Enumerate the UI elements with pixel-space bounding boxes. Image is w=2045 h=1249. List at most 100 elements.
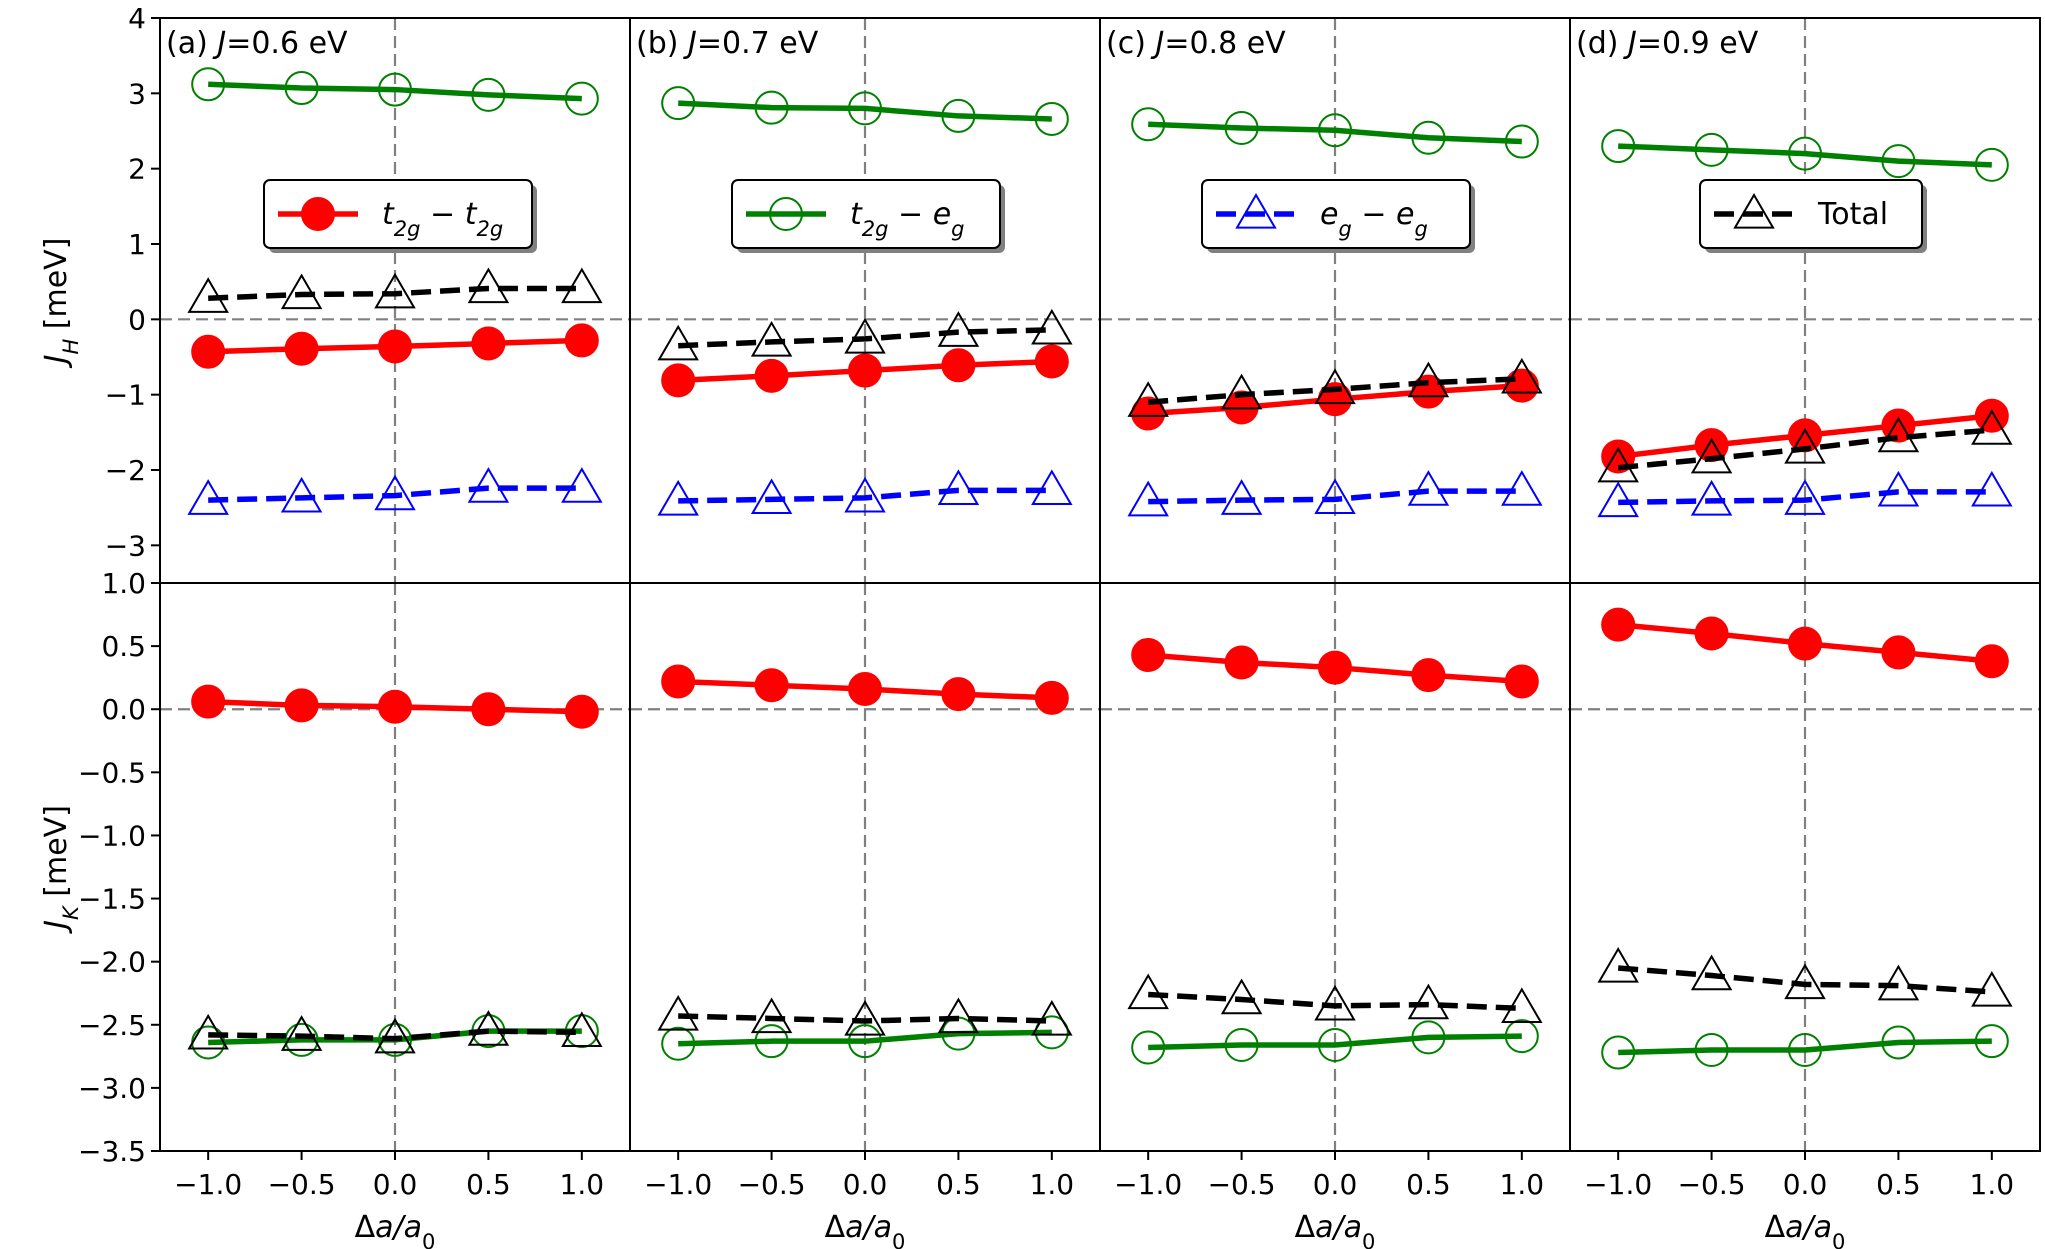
point-t2g-t2g [1504, 664, 1539, 699]
point-t2g-eg [1694, 1033, 1729, 1068]
legend-marker [769, 197, 803, 231]
point-Total [844, 1000, 886, 1036]
x-tick-label: −1.0 [1114, 1168, 1182, 1201]
x-tick-label: 1.0 [1500, 1168, 1545, 1201]
point-t2g-eg [1504, 1019, 1539, 1054]
point-t2g-t2g [378, 689, 412, 724]
series-line-t2g-eg [1148, 1033, 1522, 1051]
point-Total [1314, 984, 1356, 1021]
point-t2g-eg [1881, 1025, 1916, 1060]
point-eg-eg [1501, 470, 1543, 506]
point-eg-eg [1407, 470, 1450, 506]
y-tick-label: 0.0 [101, 693, 146, 726]
point-Total [1501, 987, 1543, 1024]
point-t2g-eg [1318, 113, 1352, 148]
point-t2g-t2g [1694, 616, 1729, 651]
x-tick-label: −1.0 [644, 1168, 712, 1201]
y-tick-label: −3.5 [78, 1135, 146, 1168]
legend-marker [1733, 193, 1775, 229]
panel-1-JH: (b) J=0.7 eV [629, 17, 1101, 584]
point-t2g-t2g [191, 684, 226, 719]
point-Total [1877, 964, 1920, 1001]
point-t2g-t2g [1974, 398, 2009, 433]
point-t2g-t2g [848, 672, 882, 707]
point-Total [187, 277, 229, 313]
y-tick-label: 1.0 [101, 567, 146, 600]
y-axis-label: JH [meV] [39, 238, 83, 369]
y-tick-label: −2 [105, 454, 146, 487]
point-Total [1971, 970, 2013, 1007]
point-t2g-t2g [471, 326, 506, 361]
x-tick-label: −0.5 [738, 1168, 806, 1201]
point-t2g-t2g [564, 323, 599, 358]
row-JK: −3.5 −3.0 −2.5 −2.0 −1.5 −1.0 −0.5 0.0 0.5 1.0 JK … [39, 567, 2041, 1249]
x-tick-label: 0.0 [1313, 1168, 1358, 1201]
point-Total [280, 1015, 323, 1051]
legend-box [731, 179, 1001, 249]
series-line-eg-eg [1148, 488, 1522, 505]
point-eg-eg [1031, 469, 1073, 506]
point-t2g-eg [941, 98, 976, 133]
point-Total [1031, 308, 1073, 345]
point-t2g-eg [1974, 1024, 2009, 1059]
point-Total [657, 994, 699, 1031]
point-Total [657, 324, 699, 361]
point-eg-eg [187, 479, 229, 515]
point-t2g-t2g [1504, 368, 1539, 403]
point-t2g-eg [1694, 132, 1729, 167]
point-t2g-t2g [848, 353, 882, 388]
point-eg-eg [844, 476, 886, 513]
point-Total [1784, 963, 1826, 1000]
panel-3-JK: −1.0 −0.5 0.0 0.5 1.0 Δa/a0 [1569, 582, 2041, 1249]
panel-0-JH: (a) J=0.6 eV [159, 17, 631, 584]
x-tick-label: −0.5 [268, 1168, 336, 1201]
point-t2g-eg [1974, 147, 2009, 182]
point-t2g-t2g [564, 694, 599, 729]
y-tick-label: 1 [128, 228, 146, 261]
point-Total [280, 273, 323, 310]
point-Total [1220, 373, 1263, 410]
point-eg-eg [1784, 479, 1826, 515]
point-Total [1784, 427, 1826, 464]
x-tick-label: 0.5 [1406, 1168, 1451, 1201]
point-t2g-t2g [284, 331, 319, 366]
x-axis-label: Δa/a0 [355, 1210, 436, 1249]
legend-box [1201, 179, 1471, 249]
x-axis-label: Δa/a0 [1765, 1210, 1846, 1249]
point-eg-eg [280, 476, 323, 513]
point-Total [561, 1011, 603, 1048]
x-tick-label: −1.0 [1584, 1168, 1652, 1201]
series-line-eg-eg [208, 485, 582, 503]
point-t2g-eg [284, 71, 319, 106]
point-t2g-t2g [754, 358, 789, 393]
point-t2g-eg [1034, 101, 1069, 136]
y-tick-label: 0 [128, 303, 146, 336]
point-t2g-eg [1224, 1027, 1259, 1062]
point-t2g-eg [754, 90, 789, 125]
legend-label: eg − eg [1320, 197, 1428, 241]
point-eg-eg [1690, 479, 1733, 516]
y-tick-label: −1 [105, 379, 146, 412]
point-t2g-eg [378, 72, 412, 107]
panel-2-JK: −1.0 −0.5 0.0 0.5 1.0 Δa/a0 [1099, 582, 1571, 1249]
y-tick-label: −1.0 [78, 819, 146, 852]
series-line-Total [208, 285, 582, 301]
point-t2g-eg [564, 81, 599, 116]
point-Total [1314, 368, 1356, 405]
point-t2g-t2g [1411, 658, 1446, 693]
point-Total [467, 267, 510, 304]
y-tick-label: −1.5 [78, 883, 146, 916]
panel-label: (b) J=0.7 eV [636, 26, 819, 61]
point-Total [467, 1010, 510, 1046]
point-Total [937, 311, 980, 347]
x-tick-label: 1.0 [560, 1168, 605, 1201]
point-Total [844, 317, 886, 354]
point-Total [1407, 361, 1450, 398]
point-Total [1971, 409, 2013, 445]
point-t2g-t2g [661, 664, 696, 699]
series-line-eg-eg [678, 487, 1052, 504]
x-axis-label: Δa/a0 [1295, 1210, 1376, 1249]
point-Total [1877, 416, 1920, 453]
point-eg-eg [467, 467, 510, 503]
x-tick-label: −0.5 [1678, 1168, 1746, 1201]
